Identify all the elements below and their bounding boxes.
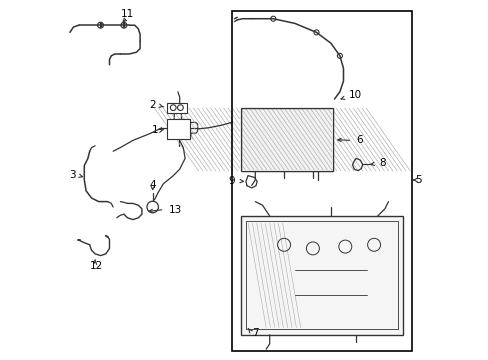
Text: 11: 11 [121,9,134,19]
Text: 10: 10 [348,90,361,100]
Bar [241,216,402,335]
Text: 13: 13 [168,204,182,215]
Text: 7: 7 [251,328,258,338]
Bar [331,107,333,172]
Bar [167,119,190,139]
Text: 9: 9 [228,176,235,186]
Bar [167,103,186,113]
Text: 12: 12 [90,261,103,271]
Text: 6: 6 [355,135,362,145]
Text: 8: 8 [379,158,386,168]
Bar [231,11,411,351]
Text: 5: 5 [415,175,421,185]
Bar [239,107,241,172]
Bar [241,108,332,171]
Bar [239,170,333,172]
Bar [246,221,397,329]
Bar [239,107,333,109]
Text: 2: 2 [149,100,156,110]
Text: 3: 3 [68,170,75,180]
Text: 1: 1 [151,125,158,135]
Bar [241,108,332,171]
Text: 4: 4 [149,180,156,190]
